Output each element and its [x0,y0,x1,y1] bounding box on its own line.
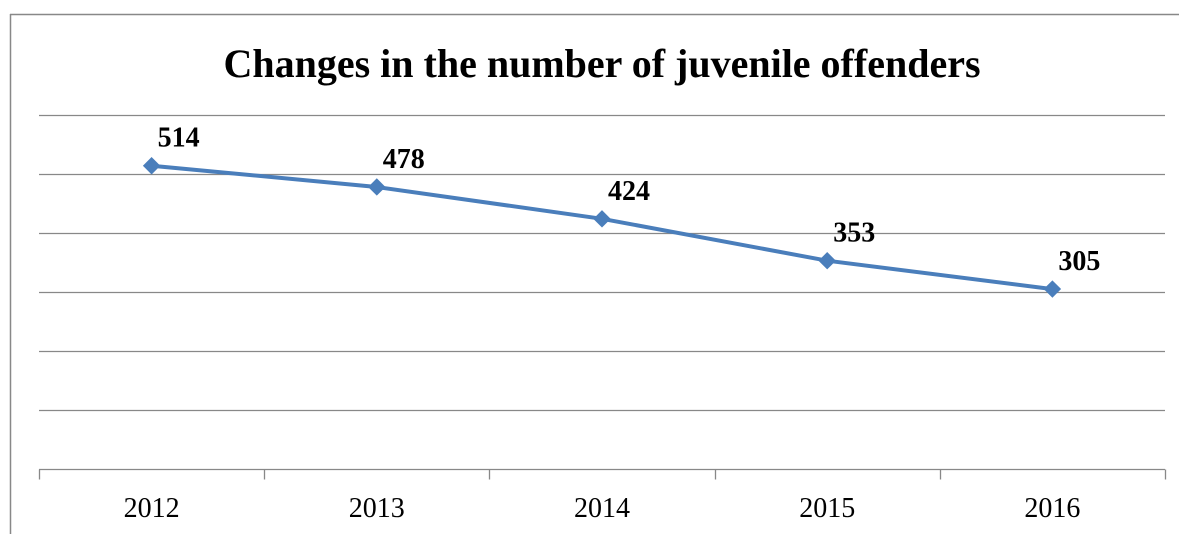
x-tick-label: 2013 [349,493,405,524]
data-point-marker [368,178,386,196]
data-label: 424 [608,176,650,207]
data-markers [142,157,1062,298]
data-point-marker [1043,280,1062,298]
x-tick-label: 2015 [799,493,855,524]
chart-title: Changes in the number of juvenile offend… [223,41,980,86]
x-tick-label: 2016 [1024,493,1080,524]
x-axis [38,468,1167,480]
data-point-marker [818,252,836,270]
gridlines [39,114,1165,412]
data-labels: 514 478 424 353 305 [158,123,1101,277]
data-point-marker [142,157,161,175]
x-tick-label: 2012 [124,493,180,524]
data-point-marker [593,210,611,228]
data-label: 478 [383,144,425,175]
x-tick-label: 2014 [574,493,630,524]
x-tick-labels: 2012 2013 2014 2015 2016 [124,493,1081,524]
data-label: 305 [1058,246,1100,277]
data-label: 353 [833,218,875,249]
data-label: 514 [158,123,200,154]
